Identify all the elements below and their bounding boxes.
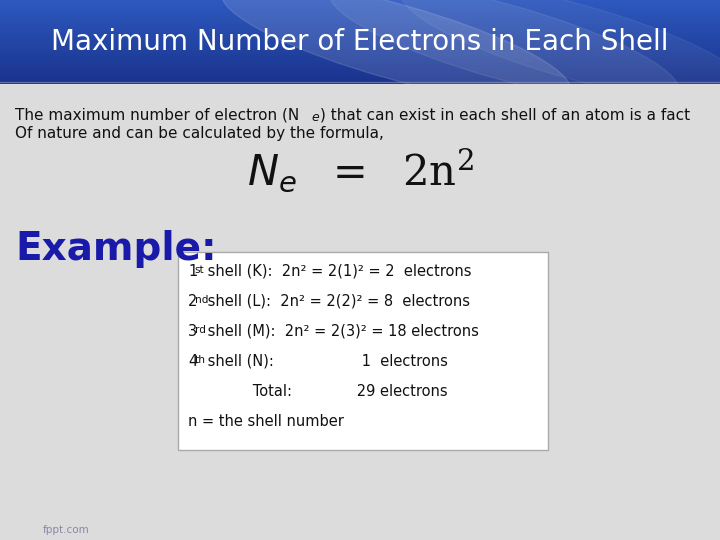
Text: shell (N):                   1  electrons: shell (N): 1 electrons (203, 354, 448, 369)
Text: 4: 4 (188, 354, 197, 369)
Text: th: th (194, 355, 205, 365)
Text: rd: rd (194, 325, 205, 335)
Text: Maximum Number of Electrons in Each Shell: Maximum Number of Electrons in Each Shel… (51, 28, 669, 56)
FancyBboxPatch shape (178, 252, 548, 449)
Text: Of nature and can be calculated by the formula,: Of nature and can be calculated by the f… (15, 126, 384, 141)
Text: Total:              29 electrons: Total: 29 electrons (188, 383, 448, 399)
Text: shell (K):  2n² = 2(1)² = 2  electrons: shell (K): 2n² = 2(1)² = 2 electrons (203, 264, 472, 279)
Text: shell (L):  2n² = 2(2)² = 8  electrons: shell (L): 2n² = 2(2)² = 8 electrons (203, 294, 470, 308)
Text: Example:: Example: (15, 230, 217, 268)
Text: fppt.com: fppt.com (43, 525, 90, 535)
Ellipse shape (402, 0, 720, 103)
Text: nd: nd (194, 295, 208, 305)
Text: 1: 1 (188, 264, 197, 279)
Text: $N_e\ \ =\ \ \mathregular{2n^2}$: $N_e\ \ =\ \ \mathregular{2n^2}$ (247, 146, 473, 194)
Text: 2: 2 (188, 294, 197, 308)
Text: n = the shell number: n = the shell number (188, 414, 344, 429)
Text: st: st (194, 265, 204, 275)
Ellipse shape (330, 0, 678, 103)
Text: The maximum number of electron (N: The maximum number of electron (N (15, 107, 300, 123)
Text: shell (M):  2n² = 2(3)² = 18 electrons: shell (M): 2n² = 2(3)² = 18 electrons (203, 323, 479, 339)
Text: ) that can exist in each shell of an atom is a fact: ) that can exist in each shell of an ato… (320, 107, 690, 123)
Ellipse shape (222, 0, 570, 103)
Text: 3: 3 (188, 323, 197, 339)
Text: e: e (311, 111, 319, 124)
